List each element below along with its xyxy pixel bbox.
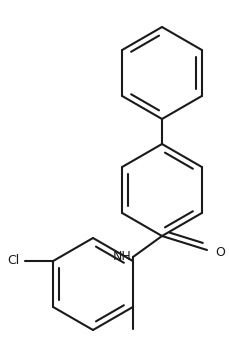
Text: NH: NH	[112, 249, 131, 263]
Text: Cl: Cl	[7, 255, 19, 267]
Text: O: O	[215, 246, 225, 258]
